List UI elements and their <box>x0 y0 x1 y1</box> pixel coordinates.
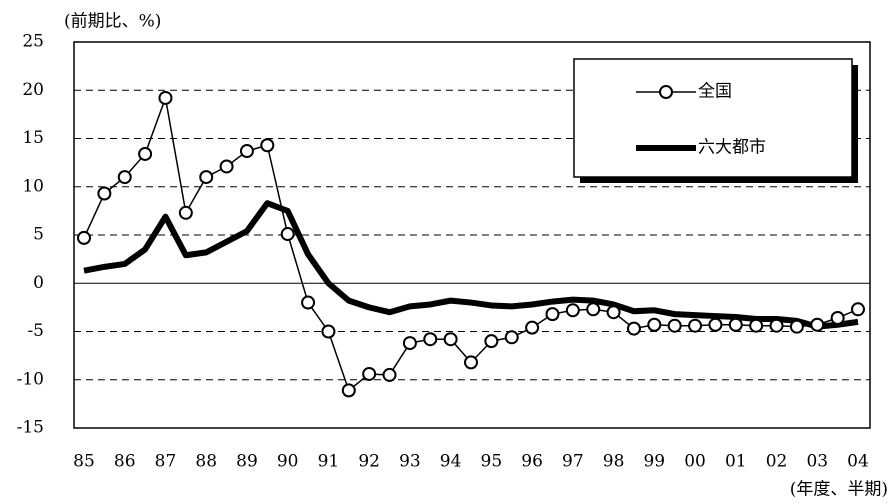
plot-frame <box>73 41 871 429</box>
x-tick-label: 86 <box>114 452 136 472</box>
data-point <box>830 310 845 325</box>
x-tick-label: 01 <box>725 452 747 472</box>
data-point <box>341 383 356 398</box>
legend-marker <box>659 85 673 99</box>
data-point <box>382 367 397 382</box>
x-tick-label: 89 <box>236 452 258 472</box>
x-tick-label: 94 <box>440 452 462 472</box>
x-tick-label: 93 <box>399 452 421 472</box>
data-point <box>280 227 295 242</box>
y-tick-label: -5 <box>27 321 44 341</box>
x-tick-label: 04 <box>847 452 869 472</box>
data-point <box>789 319 804 334</box>
data-point <box>199 170 214 185</box>
data-point <box>810 317 825 332</box>
data-point <box>626 321 641 336</box>
y-tick-label: 5 <box>33 225 44 245</box>
data-point <box>423 332 438 347</box>
data-point <box>484 334 499 349</box>
x-tick-label: 98 <box>603 452 625 472</box>
x-tick-label: 88 <box>195 452 217 472</box>
data-point <box>443 332 458 347</box>
data-point <box>117 170 132 185</box>
y-tick-label: 25 <box>22 32 44 52</box>
data-point <box>851 302 865 317</box>
data-point <box>749 318 764 333</box>
data-point <box>647 317 662 332</box>
data-point <box>77 230 91 245</box>
data-point <box>606 305 621 320</box>
legend-label: 全国 <box>698 82 732 102</box>
data-point <box>402 336 417 351</box>
y-tick-label: -10 <box>17 369 44 389</box>
y-tick-label: 10 <box>22 176 44 196</box>
data-point <box>728 317 743 332</box>
data-point <box>321 324 336 339</box>
data-point <box>301 295 316 310</box>
x-tick-label: 92 <box>358 452 380 472</box>
data-point <box>464 355 478 370</box>
x-tick-label: 97 <box>562 452 584 472</box>
data-point <box>178 205 193 220</box>
x-tick-label: 91 <box>318 452 340 472</box>
data-point <box>504 330 519 345</box>
data-point <box>525 320 540 335</box>
x-tick-label: 96 <box>521 452 543 472</box>
y-tick-label: 20 <box>22 80 44 100</box>
data-point <box>667 318 682 333</box>
data-point <box>362 366 377 381</box>
x-tick-label: 02 <box>766 452 788 472</box>
x-tick-label: 87 <box>155 452 177 472</box>
legend-label: 六大都市 <box>698 138 766 158</box>
y-axis-label: (前期比、%) <box>64 12 161 32</box>
x-tick-label: 85 <box>73 452 95 472</box>
legend-box <box>573 58 853 178</box>
y-tick-label: -15 <box>17 418 44 438</box>
x-tick-label: 03 <box>806 452 828 472</box>
data-point <box>545 307 560 322</box>
data-point <box>769 318 784 333</box>
x-tick-label: 90 <box>277 452 299 472</box>
data-point <box>97 186 112 201</box>
data-point <box>219 159 234 174</box>
data-point <box>586 302 601 317</box>
series-line <box>83 200 859 330</box>
data-point <box>708 317 723 332</box>
y-tick-label: 0 <box>33 273 44 293</box>
x-tick-label: 99 <box>643 452 665 472</box>
y-tick-label: 15 <box>22 128 44 148</box>
x-tick-label: 00 <box>684 452 706 472</box>
data-point <box>138 146 153 161</box>
data-point <box>239 144 254 159</box>
data-point <box>565 303 580 318</box>
data-point <box>158 90 173 105</box>
x-axis-label: (年度、半期) <box>790 480 888 500</box>
data-point <box>688 318 703 333</box>
x-tick-label: 95 <box>481 452 503 472</box>
data-point <box>260 138 275 153</box>
